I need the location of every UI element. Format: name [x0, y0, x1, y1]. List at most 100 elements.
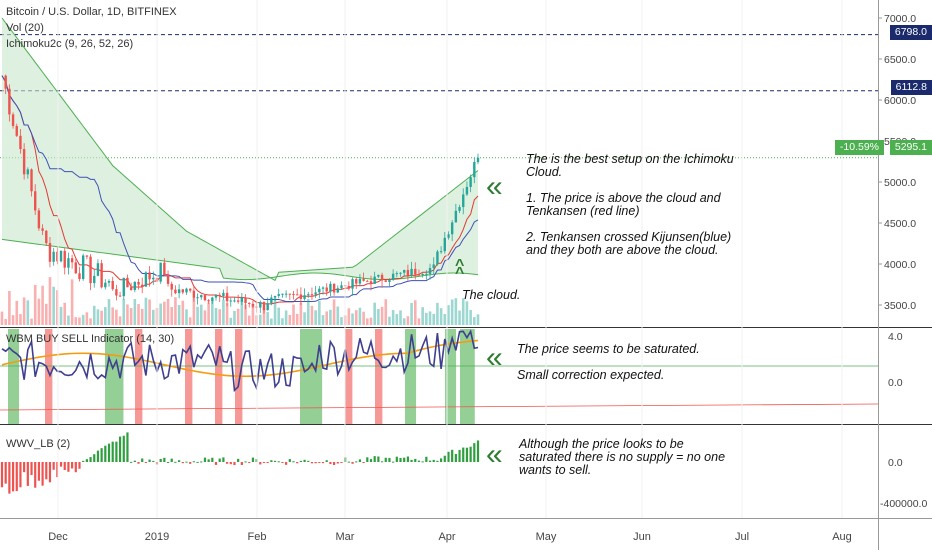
candle-body — [414, 268, 417, 275]
candle-body — [428, 268, 432, 274]
wwv-indicator-pane[interactable] — [0, 432, 480, 494]
candle-body — [432, 264, 435, 269]
wwv-bar — [170, 458, 173, 462]
price-line-tag[interactable]: 6112.8 — [890, 80, 932, 95]
wwv-bar — [225, 462, 229, 464]
volume-bar — [174, 297, 177, 325]
price-tick-label: 6500.0 — [884, 54, 916, 66]
wwv-bar — [104, 445, 107, 462]
time-tick-label: Apr — [438, 531, 455, 543]
wwv-bar — [248, 462, 251, 463]
volume-bar — [0, 311, 4, 325]
wbm-legend[interactable]: WBM BUY SELL Indicator (14, 30) — [6, 333, 175, 345]
ichimoku-cloud — [2, 18, 478, 281]
wwv-bar — [332, 462, 336, 465]
candle-body — [203, 295, 207, 301]
candle-body — [473, 162, 476, 178]
candle-body — [170, 283, 173, 290]
volume-bar — [52, 286, 55, 325]
candle-body — [403, 269, 406, 273]
candle-body — [70, 258, 74, 263]
volume-bar — [203, 310, 207, 325]
candle-body — [174, 289, 177, 294]
wwv-bar — [425, 456, 428, 462]
volume-bar — [15, 300, 19, 325]
candle-body — [67, 258, 70, 268]
wwv-bar — [351, 462, 354, 464]
candle-body — [122, 277, 125, 297]
candle-body — [19, 135, 22, 150]
wwv-bar — [122, 435, 125, 462]
wwv-bar — [403, 457, 406, 462]
volume-bar — [439, 308, 443, 325]
time-tick-label: Jul — [735, 531, 749, 543]
volume-bar — [380, 306, 384, 325]
volume-bar — [351, 313, 354, 325]
volume-bar — [454, 298, 458, 325]
wwv-bar — [115, 441, 118, 462]
wwv-bar — [380, 461, 384, 463]
symbol-legend[interactable]: Bitcoin / U.S. Dollar, 1D, BITFINEX — [6, 6, 177, 18]
double-chevron-left-icon: « — [486, 341, 503, 374]
candle-body — [450, 222, 454, 235]
candle-body — [78, 273, 81, 279]
wwv-bar — [296, 462, 299, 464]
price-line-tag[interactable]: 6798.0 — [889, 25, 932, 40]
volume-bar — [78, 317, 81, 325]
wwv-bar — [133, 460, 136, 462]
price-pane[interactable] — [0, 17, 878, 325]
candle-body — [454, 210, 458, 223]
candle-body — [358, 278, 362, 284]
candle-body — [56, 251, 59, 262]
volume-bar — [233, 310, 236, 325]
candle-body — [266, 303, 269, 311]
volume-bar — [450, 299, 454, 325]
wbm-indicator-pane[interactable] — [0, 329, 879, 424]
cloud-label: The cloud. — [462, 288, 521, 302]
candle-body — [476, 157, 480, 163]
wwv-bar — [233, 462, 236, 466]
candle-body — [321, 287, 325, 289]
candle-body — [318, 288, 321, 293]
candle-body — [11, 114, 15, 126]
current-price-tag: 5295.1 — [889, 140, 932, 155]
volume-bar — [225, 303, 229, 325]
wwv-legend[interactable]: WWV_LB (2) — [6, 438, 71, 450]
volume-bar — [244, 304, 247, 325]
candle-body — [26, 169, 30, 175]
wwv-bar — [406, 456, 409, 462]
time-tick-label: Feb — [248, 531, 267, 543]
wwv-bar — [93, 454, 96, 462]
volume-bar — [22, 297, 26, 325]
wwv-bar — [392, 461, 395, 463]
candle-body — [273, 295, 277, 298]
candle-body — [439, 251, 443, 253]
volume-bar — [314, 310, 317, 325]
wwv-bar — [421, 461, 424, 463]
wwv-bar — [307, 460, 310, 462]
volume-bar — [318, 300, 321, 325]
wwv-bar — [118, 436, 122, 462]
wwv-bar — [318, 462, 321, 463]
indicator-tick-label: 4.0 — [888, 331, 903, 343]
volume-legend[interactable]: Vol (20) — [6, 22, 44, 34]
volume-bar — [192, 297, 196, 325]
candle-body — [196, 297, 199, 299]
volume-bar — [425, 312, 428, 325]
wwv-bar — [310, 462, 314, 464]
candle-body — [159, 262, 162, 282]
candle-body — [336, 288, 339, 293]
wwv-bar — [218, 458, 221, 462]
ichimoku-legend[interactable]: Ichimoku2c (9, 26, 52, 26) — [6, 38, 134, 50]
wwv-bar — [8, 462, 11, 494]
wwv-bar — [185, 461, 188, 463]
wwv-bar — [440, 458, 443, 462]
chevron-up-icon: ^ — [455, 257, 465, 274]
volume-bar — [436, 302, 439, 325]
time-tick-label: 2019 — [145, 531, 169, 543]
candle-body — [163, 262, 166, 276]
volume-bar — [277, 307, 281, 325]
wwv-bar — [229, 462, 232, 465]
volume-bar — [151, 309, 155, 325]
